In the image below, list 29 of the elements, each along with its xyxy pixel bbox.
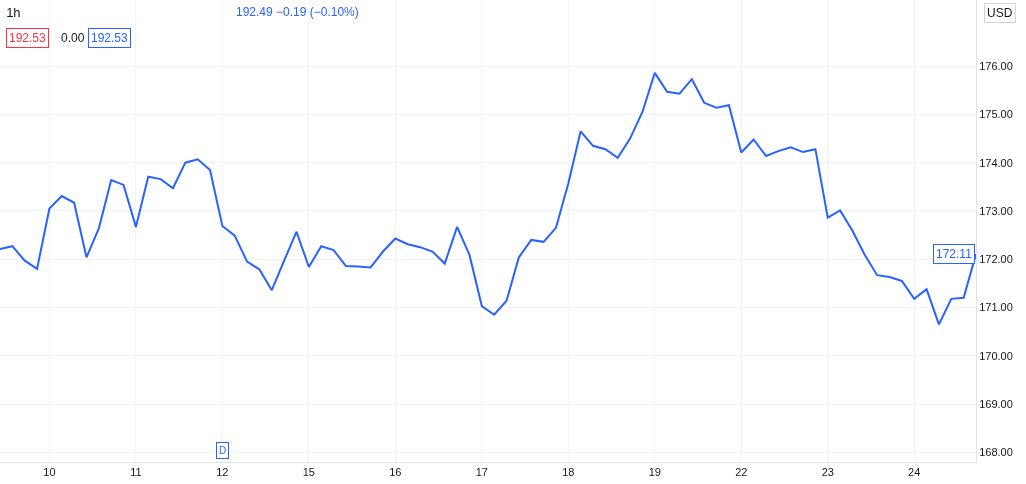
- annotation: D: [219, 445, 227, 456]
- x-tick-label: 24: [908, 466, 921, 479]
- annotation: 0.00: [61, 31, 85, 45]
- y-tick-label: 175.00: [979, 108, 1013, 121]
- x-tick-label: 19: [648, 466, 661, 479]
- y-tick-label: 172.00: [979, 253, 1013, 266]
- y-tick-label: 171.00: [979, 301, 1013, 314]
- text: USD: [987, 6, 1013, 20]
- annotation: 192.53: [9, 31, 47, 45]
- x-tick-label: 11: [130, 466, 142, 479]
- chart-title: 1h: [6, 4, 21, 20]
- x-tick-label: 18: [562, 466, 575, 479]
- y-tick-label: 174.00: [979, 156, 1013, 169]
- y-tick-label: 170.00: [979, 349, 1013, 362]
- x-tick-label: 23: [821, 466, 834, 479]
- x-tick-label: 22: [735, 466, 748, 479]
- y-tick-label: 176.00: [979, 59, 1013, 72]
- line-series: [0, 71, 976, 326]
- x-tick-label: 17: [475, 466, 488, 479]
- x-tick-label: 16: [389, 466, 402, 479]
- annotation: 192.53: [91, 31, 129, 45]
- y-tick-label: 173.00: [979, 204, 1013, 217]
- x-tick-label: 10: [43, 466, 56, 479]
- y-tick-label: 168.00: [979, 446, 1013, 459]
- annotation: 192.49 −0.19 (−0.10%): [236, 5, 359, 19]
- annotation: 172.11: [936, 247, 973, 261]
- x-tick-label: 15: [302, 466, 315, 479]
- y-tick-label: 169.00: [979, 397, 1013, 410]
- x-tick-label: 12: [216, 466, 229, 479]
